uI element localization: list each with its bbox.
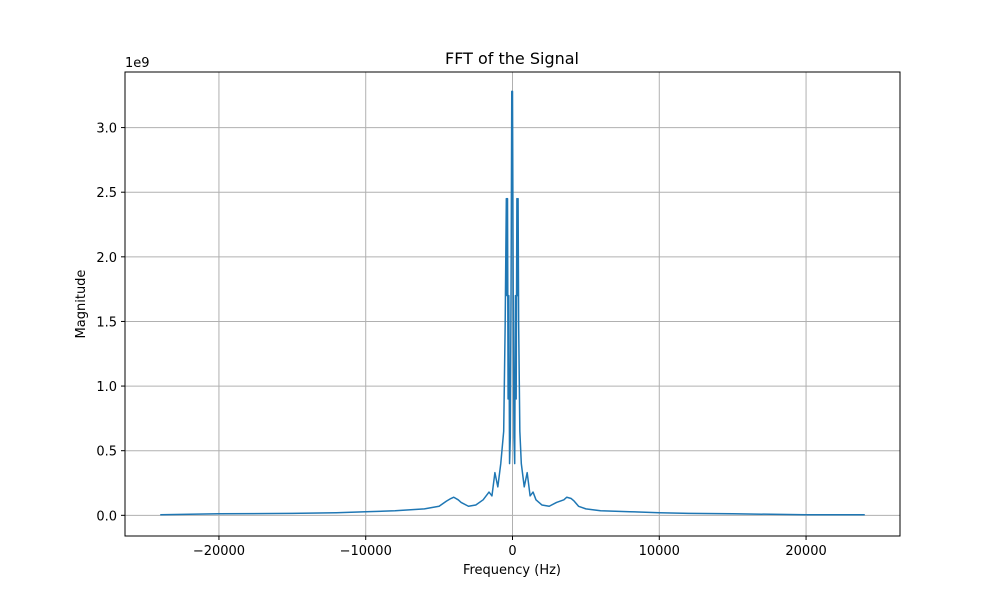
y-offset-label: 1e9 — [125, 56, 150, 71]
x-tick-label: 20000 — [785, 544, 826, 559]
y-tick-label: 0.0 — [96, 509, 117, 524]
x-tick-label: −20000 — [193, 544, 245, 559]
x-tick-label: 0 — [508, 544, 516, 559]
x-axis-title: Frequency (Hz) — [463, 563, 561, 578]
x-axis: −20000 −10000 0 10000 20000 — [193, 536, 827, 559]
x-tick-label: −10000 — [340, 544, 392, 559]
y-tick-label: 3.0 — [96, 122, 117, 137]
y-tick-label: 1.5 — [96, 315, 117, 330]
fft-magnitude-line — [160, 90, 865, 516]
y-tick-label: 2.0 — [96, 251, 117, 266]
y-tick-label: 1.0 — [96, 380, 117, 395]
series-group — [160, 90, 865, 516]
y-tick-label: 2.5 — [96, 186, 117, 201]
y-axis-title: Magnitude — [74, 270, 89, 339]
chart-title: FFT of the Signal — [445, 49, 579, 68]
x-tick-label: 10000 — [639, 544, 680, 559]
y-axis: 0.0 0.5 1.0 1.5 2.0 2.5 3.0 — [96, 122, 125, 524]
y-tick-label: 0.5 — [96, 445, 117, 460]
